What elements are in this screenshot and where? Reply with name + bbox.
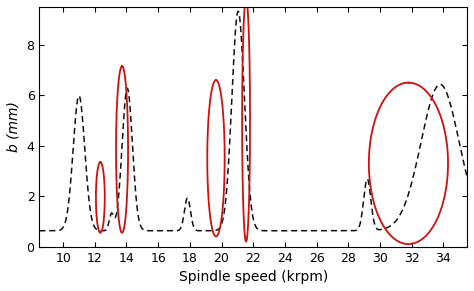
X-axis label: Spindle speed (krpm): Spindle speed (krpm)	[179, 270, 328, 284]
Y-axis label: b (mm): b (mm)	[7, 101, 21, 152]
